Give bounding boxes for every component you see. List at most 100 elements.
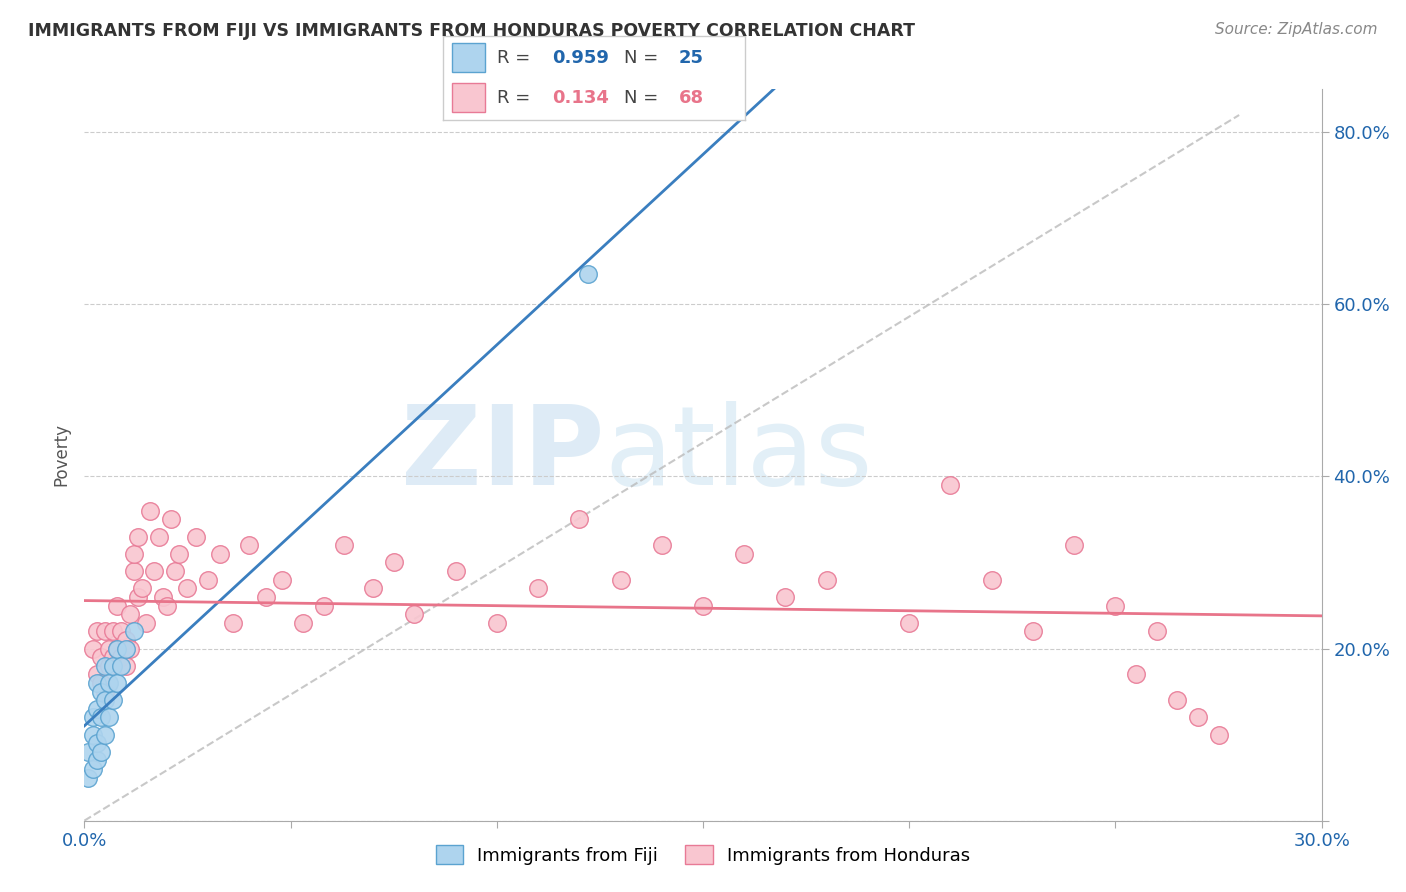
Point [110,658,132,673]
Point [118,607,141,621]
Point [82,762,104,776]
Point [86,702,108,716]
Point [122,547,145,561]
Point [98,710,121,724]
Point [568,512,591,526]
Point [127,590,149,604]
Point [94,624,117,639]
Text: R =: R = [498,49,536,67]
Point [271,573,294,587]
Point [312,599,335,613]
Point [1063,538,1085,552]
Point [382,556,405,570]
Point [82,728,104,742]
Point [148,530,170,544]
Text: N =: N = [624,88,664,106]
Point [77,771,100,785]
Point [1146,624,1168,639]
Point [105,599,128,613]
Point [209,547,232,561]
Point [156,599,179,613]
Point [576,267,599,281]
Point [118,641,141,656]
Point [135,615,157,630]
Point [485,615,508,630]
Text: atlas: atlas [605,401,873,508]
Point [361,582,384,596]
Point [404,607,426,621]
Point [122,624,145,639]
Point [94,658,117,673]
Point [291,615,314,630]
Point [98,676,121,690]
Point [82,710,104,724]
Point [165,564,187,578]
Point [176,582,198,596]
Text: N =: N = [624,49,664,67]
Point [527,582,550,596]
Point [1125,667,1147,681]
Point [82,641,104,656]
Point [105,641,128,656]
Point [1187,710,1209,724]
Point [167,547,190,561]
Point [898,615,921,630]
Legend: Immigrants from Fiji, Immigrants from Honduras: Immigrants from Fiji, Immigrants from Ho… [427,837,979,874]
Point [1022,624,1045,639]
Point [333,538,356,552]
Point [103,650,125,665]
Point [939,478,962,492]
Text: 0.134: 0.134 [551,88,609,106]
FancyBboxPatch shape [451,83,485,112]
Point [131,582,153,596]
Y-axis label: Poverty: Poverty [52,424,70,486]
Point [90,676,112,690]
Point [105,641,128,656]
Point [86,676,108,690]
Point [86,624,108,639]
Text: Source: ZipAtlas.com: Source: ZipAtlas.com [1215,22,1378,37]
Point [114,632,136,647]
Point [94,684,117,698]
Point [609,573,631,587]
Point [94,693,117,707]
Point [1208,728,1230,742]
Point [90,745,112,759]
Point [90,650,112,665]
Point [238,538,260,552]
Point [86,753,108,767]
Point [139,504,162,518]
Point [86,736,108,750]
Point [184,530,207,544]
Point [105,676,128,690]
Point [77,745,100,759]
Text: 68: 68 [679,88,704,106]
Point [222,615,245,630]
Point [94,728,117,742]
Point [110,650,132,665]
Point [143,564,166,578]
Point [103,658,125,673]
Point [254,590,277,604]
FancyBboxPatch shape [451,44,485,72]
Point [651,538,673,552]
Text: 0.959: 0.959 [551,49,609,67]
Point [980,573,1002,587]
Text: ZIP: ZIP [401,401,605,508]
Point [160,512,183,526]
Point [733,547,755,561]
Point [152,590,174,604]
Point [692,599,714,613]
Point [122,564,145,578]
Point [127,530,149,544]
Point [815,573,838,587]
Point [775,590,797,604]
Point [98,658,121,673]
Point [1166,693,1188,707]
Text: R =: R = [498,88,536,106]
Point [86,667,108,681]
Text: IMMIGRANTS FROM FIJI VS IMMIGRANTS FROM HONDURAS POVERTY CORRELATION CHART: IMMIGRANTS FROM FIJI VS IMMIGRANTS FROM … [28,22,915,40]
Point [110,624,132,639]
Point [90,684,112,698]
Point [444,564,467,578]
